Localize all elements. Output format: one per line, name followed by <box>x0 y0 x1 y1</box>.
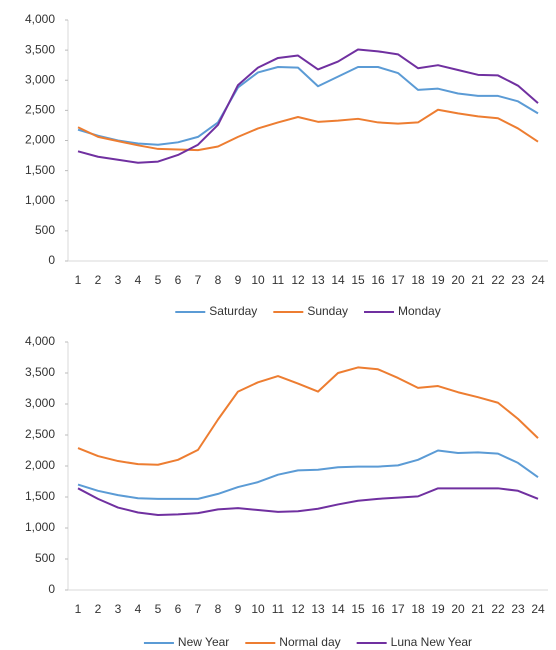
x-tick-label: 13 <box>311 273 325 287</box>
x-tick-label: 3 <box>115 273 122 287</box>
x-tick-label: 7 <box>195 273 202 287</box>
x-tick-label: 18 <box>411 273 425 287</box>
x-tick-label: 10 <box>251 273 265 287</box>
x-tick-label: 13 <box>311 602 325 616</box>
x-tick-label: 18 <box>411 602 425 616</box>
series-line <box>77 48 539 164</box>
x-tick-label: 4 <box>135 273 142 287</box>
x-tick-label: 11 <box>272 273 285 287</box>
y-tick-label: 2,000 <box>25 133 55 147</box>
series-line <box>77 366 539 466</box>
y-tick-label: 2,500 <box>25 103 55 117</box>
x-tick-label: 15 <box>351 273 365 287</box>
legend-item: New Year <box>143 635 229 649</box>
legend-label: Monday <box>398 304 441 318</box>
legend-item: Monday <box>364 304 441 318</box>
legend-label: New Year <box>178 635 229 649</box>
legend-item: Luna New Year <box>356 635 472 649</box>
x-tick-label: 22 <box>491 602 505 616</box>
series-line <box>77 108 539 152</box>
y-tick-label: 3,000 <box>25 72 55 86</box>
legend-label: Normal day <box>279 635 340 649</box>
x-tick-label: 19 <box>431 602 445 616</box>
x-tick-label: 15 <box>351 602 365 616</box>
x-tick-label: 5 <box>155 273 162 287</box>
x-tick-label: 10 <box>251 602 265 616</box>
x-tick-label: 9 <box>235 602 242 616</box>
x-tick-label: 14 <box>331 273 345 287</box>
x-tick-label: 16 <box>371 602 385 616</box>
y-tick-label: 2,500 <box>25 427 55 441</box>
x-tick-label: 20 <box>451 602 465 616</box>
y-tick-label: 2,000 <box>25 458 55 472</box>
legend-label: Sunday <box>307 304 348 318</box>
x-tick-label: 2 <box>95 602 102 616</box>
y-tick-label: 500 <box>35 551 55 565</box>
x-tick-label: 20 <box>451 273 465 287</box>
x-tick-label: 23 <box>511 602 525 616</box>
legend-item: Sunday <box>273 304 348 318</box>
x-tick-label: 17 <box>391 273 405 287</box>
x-tick-label: 7 <box>195 602 202 616</box>
y-tick-label: 1,000 <box>25 193 55 207</box>
x-tick-label: 12 <box>291 602 305 616</box>
x-tick-label: 8 <box>215 273 222 287</box>
x-tick-label: 1 <box>75 602 82 616</box>
y-tick-label: 4,000 <box>25 12 55 26</box>
x-tick-label: 5 <box>155 602 162 616</box>
x-tick-label: 17 <box>391 602 405 616</box>
series-line <box>77 65 539 146</box>
x-tick-label: 11 <box>272 602 285 616</box>
x-tick-label: 6 <box>175 273 182 287</box>
x-tick-label: 16 <box>371 273 385 287</box>
y-tick-label: 1,500 <box>25 489 55 503</box>
x-tick-label: 2 <box>95 273 102 287</box>
legend-item: Normal day <box>245 635 341 649</box>
y-tick-label: 500 <box>35 223 55 237</box>
legend-label: Luna New Year <box>391 635 472 649</box>
y-tick-label: 0 <box>48 253 55 267</box>
legend-label: Saturday <box>209 304 257 318</box>
x-tick-label: 21 <box>471 273 485 287</box>
y-tick-label: 3,000 <box>25 396 55 410</box>
y-tick-label: 0 <box>48 582 55 596</box>
y-tick-label: 4,000 <box>25 334 55 348</box>
series-line <box>77 487 539 516</box>
x-tick-label: 3 <box>115 602 122 616</box>
x-tick-label: 24 <box>531 602 545 616</box>
x-tick-label: 8 <box>215 602 222 616</box>
x-tick-label: 21 <box>471 602 485 616</box>
y-tick-label: 3,500 <box>25 42 55 56</box>
x-tick-label: 22 <box>491 273 505 287</box>
y-tick-label: 1,500 <box>25 163 55 177</box>
y-tick-label: 3,500 <box>25 365 55 379</box>
x-tick-label: 14 <box>331 602 345 616</box>
x-tick-label: 23 <box>511 273 525 287</box>
x-tick-label: 12 <box>291 273 305 287</box>
x-tick-label: 19 <box>431 273 445 287</box>
legend-item: Saturday <box>175 304 257 318</box>
x-tick-label: 6 <box>175 602 182 616</box>
x-tick-label: 1 <box>75 273 82 287</box>
x-tick-label: 9 <box>235 273 242 287</box>
series-line <box>77 449 539 500</box>
y-tick-label: 1,000 <box>25 520 55 534</box>
x-tick-label: 24 <box>531 273 545 287</box>
x-tick-label: 4 <box>135 602 142 616</box>
